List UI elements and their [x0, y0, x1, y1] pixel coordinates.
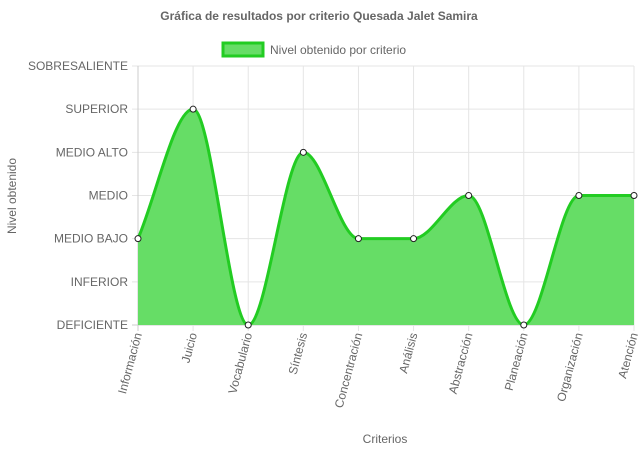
data-point-juicio[interactable]	[189, 105, 197, 113]
y-tick-label: SUPERIOR	[65, 102, 128, 116]
data-points	[134, 105, 638, 329]
chart-title: Gráfica de resultados por criterio Quesa…	[160, 9, 478, 23]
legend-swatch	[221, 41, 265, 58]
data-point-organización[interactable]	[575, 192, 583, 199]
x-tick-label: Planeación	[502, 331, 531, 392]
y-axis-ticks: DEFICIENTE INFERIOR MEDIO BAJO MEDIO MEDIO A…	[28, 59, 128, 332]
x-tick-label: Atención	[615, 331, 639, 380]
y-tick-label: MEDIO BAJO	[54, 232, 128, 246]
x-axis-ticks: Información Juicio Vocabulario Síntesis Conc…	[115, 331, 639, 410]
data-point-abstracción[interactable]	[465, 192, 473, 199]
y-tick-label: MEDIO	[89, 189, 128, 203]
y-tick-label: MEDIO ALTO	[56, 145, 128, 159]
legend-label: Nivel obtenido por criterio	[270, 43, 406, 57]
data-point-planeación[interactable]	[520, 321, 528, 329]
x-axis-label: Criterios	[363, 432, 408, 446]
x-tick-label: Análisis	[396, 331, 420, 375]
y-axis-label: Nivel obtenido	[5, 158, 19, 234]
data-point-concentración[interactable]	[354, 235, 362, 243]
x-tick-label: Concentración	[332, 331, 366, 409]
y-tick-label: SOBRESALIENTE	[28, 59, 128, 73]
y-tick-label: INFERIOR	[71, 275, 129, 289]
legend[interactable]: Nivel obtenido por criterio	[221, 41, 406, 58]
x-tick-label: Vocabulario	[225, 331, 255, 396]
data-point-análisis[interactable]	[410, 235, 418, 243]
data-point-información[interactable]	[134, 235, 142, 243]
x-tick-label: Síntesis	[286, 331, 311, 376]
series-area	[136, 107, 634, 327]
x-tick-label: Juicio	[179, 331, 201, 365]
x-tick-label: Información	[115, 331, 145, 395]
x-tick-label: Organización	[554, 331, 586, 403]
x-tick-label: Abstracción	[446, 331, 476, 395]
area-fill	[138, 109, 634, 326]
data-point-síntesis[interactable]	[299, 148, 307, 156]
data-point-vocabulario[interactable]	[244, 321, 252, 329]
y-tick-label: DEFICIENTE	[57, 318, 128, 332]
data-point-atención[interactable]	[630, 192, 638, 199]
